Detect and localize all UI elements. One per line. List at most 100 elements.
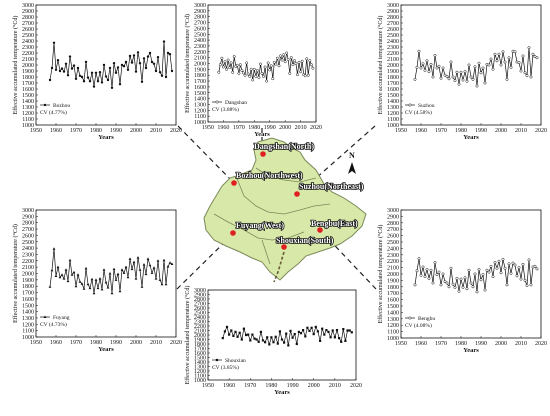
data-point <box>223 60 227 64</box>
cv-label: CV (4.73%) <box>40 321 67 328</box>
y-tick-label: 2900 <box>22 214 34 220</box>
y-tick-label: 1000 <box>194 120 206 126</box>
x-axis-label: Years <box>274 389 290 396</box>
data-point <box>238 63 242 67</box>
data-point <box>340 340 343 343</box>
y-tick-label: 1900 <box>194 67 206 73</box>
data-point <box>477 61 481 65</box>
y-tick-label: 2000 <box>22 272 34 278</box>
data-point <box>523 278 527 282</box>
data-point <box>453 285 457 289</box>
y-tick-label: 2200 <box>194 50 206 56</box>
data-point <box>234 330 237 333</box>
y-tick-label: 1600 <box>194 85 206 91</box>
data-point <box>132 260 136 264</box>
x-tick-label: 2020 <box>535 128 547 134</box>
data-point <box>70 273 74 276</box>
x-tick-label: 1980 <box>455 128 467 134</box>
chart-bengbu: 1000110012001300140015001600170018001900… <box>377 208 547 354</box>
data-point <box>497 52 501 56</box>
data-point <box>455 277 459 280</box>
y-tick-label: 2400 <box>22 39 34 45</box>
x-tick-label: 2010 <box>329 383 341 389</box>
data-point <box>58 275 62 279</box>
data-point <box>257 340 260 343</box>
y-tick-label: 2300 <box>22 252 34 258</box>
data-point <box>229 61 233 65</box>
y-tick-label: 2600 <box>387 234 399 240</box>
data-point <box>80 282 84 285</box>
y-tick-label: 2400 <box>194 315 206 321</box>
data-point <box>170 262 174 265</box>
chart-panels: 1000110012001300140015001600170018001900… <box>12 3 547 396</box>
data-point <box>459 277 463 281</box>
y-tick-label: 1700 <box>22 291 34 297</box>
data-point <box>525 284 529 287</box>
data-point <box>268 68 272 72</box>
y-tick-label: 1400 <box>387 99 399 105</box>
y-tick-label: 2700 <box>387 21 399 27</box>
data-point <box>445 281 449 285</box>
data-point <box>230 329 233 332</box>
y-tick-label: 1600 <box>387 87 399 93</box>
data-point <box>297 60 301 64</box>
data-point <box>84 60 88 64</box>
x-tick-label: 1950 <box>202 125 214 131</box>
data-point <box>54 274 58 277</box>
station-marker <box>317 227 323 233</box>
data-point <box>242 71 245 75</box>
cv-label: CV (4.77%) <box>40 109 67 116</box>
y-tick-label: 2600 <box>22 233 34 239</box>
data-point <box>168 53 172 56</box>
y-tick-label: 1900 <box>22 69 34 75</box>
data-point <box>223 330 226 333</box>
data-point <box>90 71 94 75</box>
data-point <box>110 291 114 295</box>
data-point <box>527 46 531 50</box>
x-tick-label: 1950 <box>202 383 214 389</box>
plot-frame <box>207 4 317 123</box>
data-point <box>419 66 423 70</box>
station-bozhou: Bozhou(Northwest) <box>231 170 304 186</box>
data-point <box>257 76 261 79</box>
y-tick-label: 1400 <box>194 97 206 103</box>
data-point <box>471 77 475 81</box>
data-point <box>62 277 66 280</box>
y-tick-label: 2700 <box>387 227 399 233</box>
data-point <box>277 64 281 68</box>
x-tick-label: 2000 <box>130 340 142 346</box>
data-point <box>517 266 521 270</box>
x-tick-label: 2000 <box>495 341 507 347</box>
data-point <box>491 67 495 71</box>
y-tick-label: 1100 <box>387 330 399 336</box>
data-point <box>471 285 475 289</box>
y-tick-label: 2800 <box>22 15 34 21</box>
data-point <box>439 283 443 287</box>
data-point <box>427 277 431 280</box>
data-point <box>231 70 235 74</box>
x-tick-label: 1990 <box>264 125 276 131</box>
data-point <box>350 331 353 334</box>
data-point <box>338 337 341 340</box>
data-point <box>52 41 56 44</box>
data-point <box>515 274 519 278</box>
legend-label: Dangshan <box>225 100 247 106</box>
data-point <box>114 71 118 75</box>
y-tick-label: 2400 <box>387 39 399 45</box>
y-tick-label: 2500 <box>22 33 34 39</box>
data-point <box>102 63 106 67</box>
y-tick-label: 1500 <box>194 356 206 362</box>
data-point <box>443 280 447 284</box>
x-tick-label: 1970 <box>435 341 447 347</box>
data-point <box>116 66 120 69</box>
north-arrow-icon <box>348 162 356 174</box>
data-point <box>72 64 76 67</box>
data-point <box>433 53 437 57</box>
y-tick-label: 2500 <box>387 240 399 246</box>
connector-bozhou <box>177 125 234 183</box>
data-point <box>100 287 104 291</box>
data-point <box>225 67 228 71</box>
data-point <box>475 290 479 294</box>
